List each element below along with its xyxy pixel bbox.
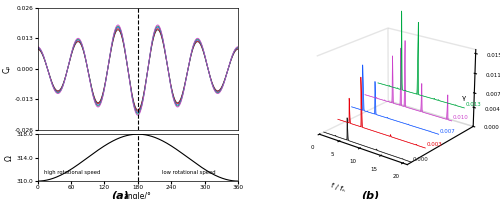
X-axis label: angle/°: angle/° (124, 192, 152, 199)
Y-axis label: Cₚ: Cₚ (2, 65, 12, 73)
Text: (b): (b) (361, 190, 379, 199)
Text: low rotational speed: low rotational speed (162, 170, 216, 175)
Text: high rotational speed: high rotational speed (44, 170, 100, 175)
Text: (a): (a) (111, 190, 129, 199)
Y-axis label: Ω: Ω (5, 155, 14, 161)
X-axis label: f / fₙ: f / fₙ (330, 182, 346, 192)
